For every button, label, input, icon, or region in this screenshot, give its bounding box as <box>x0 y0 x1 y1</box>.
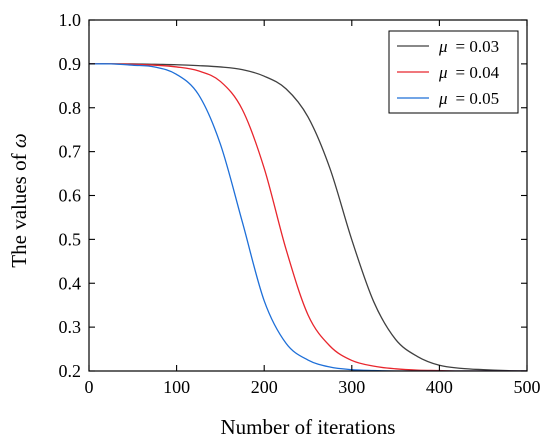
mu-symbol: μ <box>438 63 448 82</box>
series-line-1 <box>89 63 527 371</box>
y-tick-label: 0.7 <box>59 142 82 162</box>
x-tick-label: 300 <box>338 377 365 397</box>
legend-entry: μ = 0.03 <box>438 37 499 56</box>
omega-symbol: ω <box>7 133 31 148</box>
y-tick-label: 0.5 <box>59 229 82 249</box>
x-tick-label: 400 <box>426 377 453 397</box>
series-line-3 <box>89 63 527 371</box>
x-tick-label: 200 <box>251 377 278 397</box>
legend-label: = 0.04 <box>456 63 500 82</box>
legend-label: = 0.05 <box>456 89 500 108</box>
legend-entry: μ = 0.04 <box>438 63 500 82</box>
mu-symbol: μ <box>438 37 448 56</box>
legend-label: = 0.03 <box>456 37 500 56</box>
y-axis-title: The values of ω <box>7 133 31 267</box>
y-tick-label: 0.3 <box>59 317 82 337</box>
legend: μ = 0.03 μ = 0.04 μ = 0.05 <box>388 30 519 114</box>
mu-symbol: μ <box>438 89 448 108</box>
y-tick-label: 0.9 <box>59 54 82 74</box>
y-tick-label: 0.6 <box>59 186 82 206</box>
y-tick-label: 0.8 <box>59 98 82 118</box>
x-tick-label: 100 <box>163 377 190 397</box>
legend-entry: μ = 0.05 <box>438 89 499 108</box>
x-tick-label: 0 <box>85 377 94 397</box>
x-axis-title: Number of iterations <box>221 415 396 439</box>
y-tick-label: 0.2 <box>59 361 82 381</box>
ticks-layer: 0 100 200 300 400 500 0.2 0.3 0.4 0.5 0.6 0.7 0.8 0.9… <box>59 10 541 397</box>
x-tick-label: 500 <box>514 377 541 397</box>
y-axis-title-text: The values of <box>7 148 31 268</box>
y-tick-label: 0.4 <box>59 273 82 293</box>
y-tick-label: 1.0 <box>59 10 82 30</box>
